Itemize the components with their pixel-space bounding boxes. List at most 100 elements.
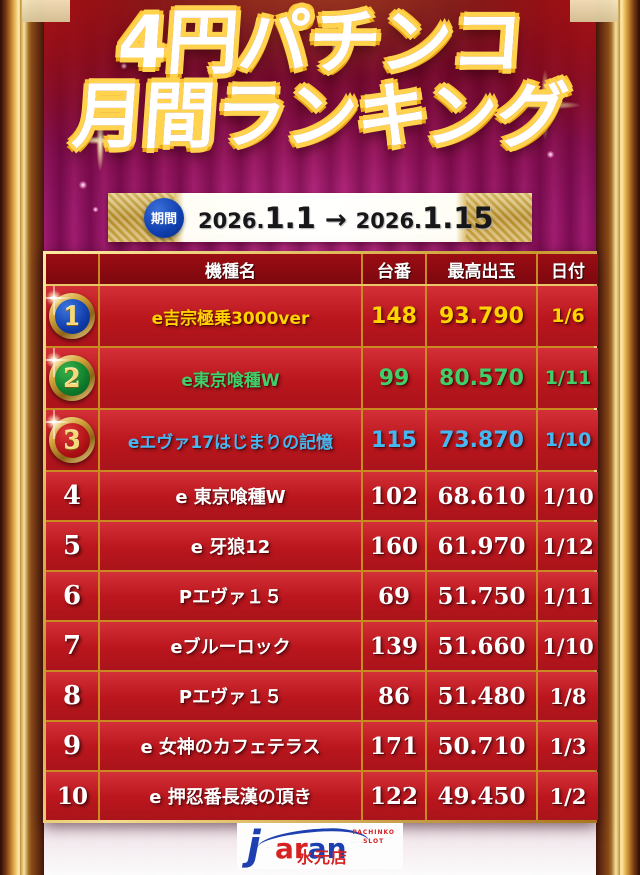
logo-store-name: 水元店 [297, 848, 349, 867]
header-rank [46, 254, 98, 284]
date-cell: 1/10 [536, 472, 598, 520]
date-cell: 1/6 [536, 286, 598, 346]
rank-cell: 8 [46, 672, 98, 720]
machine-name-cell: e 押忍番長漢の頂き [98, 772, 361, 820]
rank-cell: 3 [46, 410, 98, 470]
period-end-day: 1.15 [422, 200, 494, 235]
date-cell: 1/2 [536, 772, 598, 820]
machine-no-cell: 99 [361, 348, 425, 408]
machine-name-cell: Pエヴァ１５ [98, 572, 361, 620]
sparkle-dot-icon [120, 62, 128, 70]
machine-name-cell: Pエヴァ１５ [98, 672, 361, 720]
rank-number: 4 [62, 481, 82, 511]
date-cell: 1/8 [536, 672, 598, 720]
period-badge: 期間 [144, 197, 184, 238]
period-banner: 期間 2026.1.1 → 2026.1.15 [108, 193, 532, 242]
table-row[interactable]: 7 eブルーロック 139 51.660 1/10 [46, 620, 596, 670]
rank-cell: 2 [46, 348, 98, 408]
rank-cell: 7 [46, 622, 98, 670]
rank-number: 8 [62, 681, 82, 711]
rank-number: 1 [54, 298, 90, 334]
header-max-payout: 最高出玉 [425, 254, 536, 284]
stage-curtain-decoration [0, 0, 640, 205]
header-date: 日付 [536, 254, 598, 284]
title-line-1: 4円パチンコ [114, 0, 527, 86]
rank-number: 9 [62, 731, 82, 761]
table-row[interactable]: 1 e吉宗極乗3000ver 148 93.790 1/6 [46, 286, 596, 346]
machine-no-cell: 160 [361, 522, 425, 570]
left-pillar-decoration [0, 0, 44, 875]
gold-medal-red-icon: 3 [46, 411, 95, 463]
sparkle-icon [60, 100, 140, 180]
shine-icon [46, 349, 65, 371]
date-cell: 1/11 [536, 572, 598, 620]
sparkle-dot-icon [546, 150, 555, 159]
machine-no-cell: 171 [361, 722, 425, 770]
machine-no-cell: 148 [361, 286, 425, 346]
arrow-right-icon: → [324, 204, 347, 235]
rank-cell: 1 [46, 286, 98, 346]
top-left-corner-block [22, 0, 70, 22]
gold-medal-green-icon: 2 [46, 349, 95, 401]
title-line-2: 月間ランキング [68, 73, 572, 160]
date-cell: 1/12 [536, 522, 598, 570]
rank-number: 6 [62, 581, 82, 611]
date-cell: 1/10 [536, 410, 598, 470]
machine-name-cell: e 牙狼12 [98, 522, 361, 570]
machine-no-cell: 69 [361, 572, 425, 620]
period-end-year: 2026. [355, 208, 423, 233]
date-cell: 1/11 [536, 348, 598, 408]
logo-tagline-bottom: SLOT [363, 838, 385, 845]
right-pillar-decoration [596, 0, 640, 875]
rank-cell: 5 [46, 522, 98, 570]
table-body: 1 e吉宗極乗3000ver 148 93.790 1/6 2 e東京喰種W [46, 286, 596, 820]
table-row[interactable]: 2 e東京喰種W 99 80.570 1/11 [46, 346, 596, 408]
shine-icon [46, 411, 65, 433]
table-row[interactable]: 5 e 牙狼12 160 61.970 1/12 [46, 520, 596, 570]
sparkle-icon [500, 60, 590, 150]
rank-cell: 9 [46, 722, 98, 770]
machine-no-cell: 86 [361, 672, 425, 720]
max-payout-cell: 68.610 [425, 472, 536, 520]
rank-number: 7 [62, 631, 82, 661]
max-payout-cell: 50.710 [425, 722, 536, 770]
machine-name-cell: e吉宗極乗3000ver [98, 286, 361, 346]
machine-name-cell: e東京喰種W [98, 348, 361, 408]
machine-name-cell: e 東京喰種W [98, 472, 361, 520]
rank-number: 5 [62, 531, 82, 561]
date-cell: 1/10 [536, 622, 598, 670]
gold-medal-blue-icon: 1 [46, 287, 95, 339]
machine-name-cell: e 女神のカフェテラス [98, 722, 361, 770]
table-row[interactable]: 6 Pエヴァ１５ 69 51.750 1/11 [46, 570, 596, 620]
poster-title: 4円パチンコ 月間ランキング [0, 0, 640, 160]
max-payout-cell: 51.750 [425, 572, 536, 620]
table-row[interactable]: 3 eエヴァ17はじまりの記憶 115 73.870 1/10 [46, 408, 596, 470]
period-date-range: 2026.1.1 → 2026.1.15 [198, 201, 494, 235]
rank-cell: 4 [46, 472, 98, 520]
logo-letter-j: j [247, 823, 261, 869]
table-row[interactable]: 9 e 女神のカフェテラス 171 50.710 1/3 [46, 720, 596, 770]
period-start-year: 2026. [198, 208, 265, 233]
max-payout-cell: 61.970 [425, 522, 536, 570]
store-logo: j aran PACHINKO SLOT 水元店 [237, 823, 403, 869]
max-payout-cell: 51.480 [425, 672, 536, 720]
sparkle-dot-icon [92, 206, 99, 213]
table-row[interactable]: 10 e 押忍番長漢の頂き 122 49.450 1/2 [46, 770, 596, 820]
header-machine-no: 台番 [361, 254, 425, 284]
table-row[interactable]: 8 Pエヴァ１５ 86 51.480 1/8 [46, 670, 596, 720]
sparkle-dot-icon [78, 180, 88, 190]
table-row[interactable]: 4 e 東京喰種W 102 68.610 1/10 [46, 470, 596, 520]
table-header-row: 機種名 台番 最高出玉 日付 [46, 254, 598, 286]
max-payout-cell: 51.660 [425, 622, 536, 670]
max-payout-cell: 80.570 [425, 348, 536, 408]
logo-tagline-top: PACHINKO [352, 829, 395, 836]
date-cell: 1/3 [536, 722, 598, 770]
machine-no-cell: 122 [361, 772, 425, 820]
machine-name-cell: eブルーロック [98, 622, 361, 670]
shine-icon [46, 287, 65, 309]
sparkle-icon [300, 6, 370, 76]
rank-cell: 6 [46, 572, 98, 620]
machine-no-cell: 139 [361, 622, 425, 670]
machine-no-cell: 102 [361, 472, 425, 520]
rank-number: 3 [54, 422, 90, 458]
